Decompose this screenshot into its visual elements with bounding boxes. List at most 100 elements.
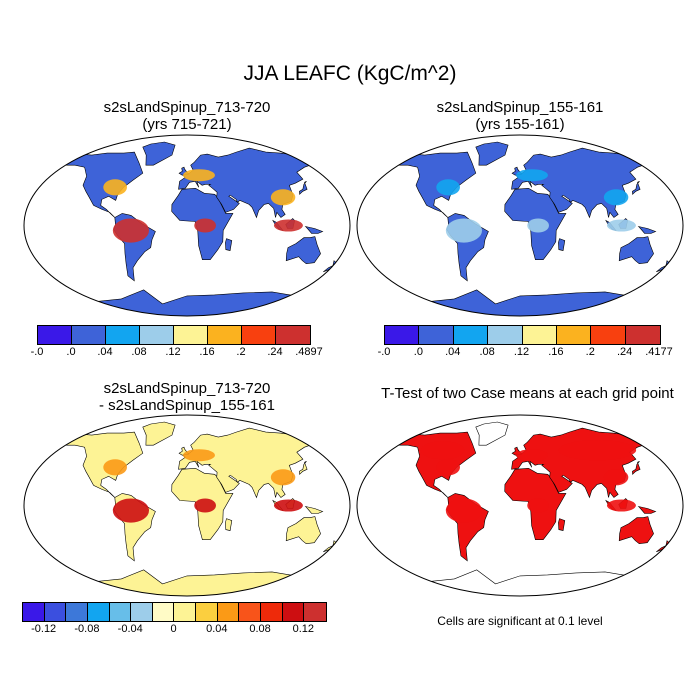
map-border — [356, 134, 684, 317]
continent-japan — [632, 181, 641, 195]
colorbar-swatch — [385, 326, 420, 344]
panel-4-title: T-Test of two Case means at each grid po… — [355, 385, 700, 402]
colorbar-tick-label: .12 — [513, 346, 530, 358]
colorbar-tick-label: .0 — [66, 346, 76, 358]
colorbar-swatch — [488, 326, 523, 344]
panel-3-map — [23, 414, 351, 597]
field-region — [527, 498, 549, 513]
colorbar-tick-label: .04 — [97, 346, 113, 358]
colorbar-tick-label: -.0 — [377, 346, 391, 358]
continent-australia — [618, 236, 654, 265]
continent-australia — [285, 236, 321, 265]
field-region — [273, 499, 303, 512]
field-region — [270, 469, 296, 486]
field-region — [194, 218, 216, 233]
panel-2-subtitle: (yrs 155-161) — [475, 116, 565, 133]
colorbar-tick-label: -.0 — [30, 346, 44, 358]
colorbar-swatch — [282, 603, 305, 621]
panel-3-colorbar — [22, 602, 327, 622]
panel-1-colorbar — [37, 325, 311, 345]
continent-north-america — [63, 151, 144, 218]
colorbar-swatch — [208, 326, 242, 344]
field-region — [420, 441, 465, 460]
colorbar-swatch — [44, 603, 67, 621]
colorbar-tick-label: -0.12 — [31, 623, 57, 635]
colorbar-tick-label: .2 — [585, 346, 595, 358]
panel-2-map — [356, 134, 684, 317]
colorbar-swatch — [453, 326, 489, 344]
panel-2-title-line: s2sLandSpinup_155-161 — [436, 99, 604, 116]
colorbar-swatch — [174, 326, 208, 344]
panel-4-title-line: T-Test of two Case means at each grid po… — [381, 385, 674, 402]
continent-japan — [299, 461, 308, 475]
colorbar-tick-label: .16 — [199, 346, 215, 358]
colorbar-swatch — [556, 326, 592, 344]
colorbar-tick-label: -0.04 — [117, 623, 143, 635]
colorbar-swatch — [625, 326, 660, 344]
field-region — [558, 440, 637, 461]
continent-north-america — [63, 431, 144, 498]
continent-japan — [299, 181, 308, 195]
colorbar-swatch — [72, 326, 106, 344]
map-border — [356, 414, 684, 597]
continent-greenland — [475, 421, 509, 446]
colorbar-swatch — [23, 603, 45, 621]
panel-1-subtitle: (yrs 715-721) — [142, 116, 232, 133]
colorbar-swatch — [38, 326, 72, 344]
field-region — [270, 189, 296, 206]
panel-3-subtitle: - s2sLandSpinup_155-161 — [99, 397, 275, 414]
continent-madagascar — [558, 518, 566, 531]
continent-australia — [285, 516, 321, 545]
field-region — [112, 498, 150, 523]
colorbar-tick-label: .2 — [236, 346, 246, 358]
field-region — [436, 459, 460, 476]
colorbar-tick-label: .24 — [267, 346, 283, 358]
colorbar-tick-label: 0 — [170, 623, 177, 635]
panel-3-title: s2sLandSpinup_713-720 - s2sLandSpinup_15… — [22, 380, 352, 414]
field-region — [603, 469, 629, 486]
continent-new-guinea — [637, 506, 657, 514]
continent-madagascar — [225, 238, 233, 251]
field-region — [516, 169, 548, 182]
field-region — [603, 189, 629, 206]
colorbar-tick-label: 0.04 — [206, 623, 228, 635]
colorbar-swatch — [239, 603, 262, 621]
colorbar-tick-label: .16 — [548, 346, 564, 358]
continent-greenland — [142, 421, 176, 446]
field-region — [445, 218, 483, 243]
colorbar-tick-label: .4897 — [295, 346, 323, 358]
colorbar-swatch — [591, 326, 626, 344]
colorbar-swatch — [196, 603, 218, 621]
continent-greenland — [475, 141, 509, 166]
field-region — [445, 498, 483, 523]
panel-1-map — [23, 134, 351, 317]
field-region — [606, 219, 636, 232]
continent-australia — [618, 516, 654, 545]
significance-note: Cells are significant at 0.1 level — [437, 614, 603, 628]
field-region — [527, 218, 549, 233]
map-border — [23, 134, 351, 317]
colorbar-swatch — [106, 326, 140, 344]
field-region — [103, 459, 127, 476]
continent-new-guinea — [637, 226, 657, 234]
field-region — [103, 179, 127, 196]
colorbar-swatch — [140, 326, 174, 344]
colorbar-tick-label: .08 — [479, 346, 495, 358]
colorbar-swatch — [304, 603, 326, 621]
panel-1-title-line: s2sLandSpinup_713-720 — [103, 99, 271, 116]
panel-3-title-line: s2sLandSpinup_713-720 — [103, 380, 271, 397]
colorbar-swatch — [174, 603, 197, 621]
colorbar-tick-label: .12 — [165, 346, 181, 358]
continent-madagascar — [225, 518, 233, 531]
field-region — [183, 449, 215, 462]
colorbar-tick-label: 0.12 — [292, 623, 315, 635]
field-region — [112, 218, 150, 243]
colorbar-swatch — [242, 326, 276, 344]
colorbar-swatch — [419, 326, 454, 344]
colorbar-tick-label: .4177 — [645, 346, 673, 358]
colorbar-swatch — [261, 603, 283, 621]
colorbar-tick-label: -0.08 — [74, 623, 100, 635]
field-region — [436, 179, 460, 196]
colorbar-tick-label: .08 — [131, 346, 147, 358]
panel-2-title: s2sLandSpinup_155-161 (yrs 155-161) — [355, 99, 685, 133]
